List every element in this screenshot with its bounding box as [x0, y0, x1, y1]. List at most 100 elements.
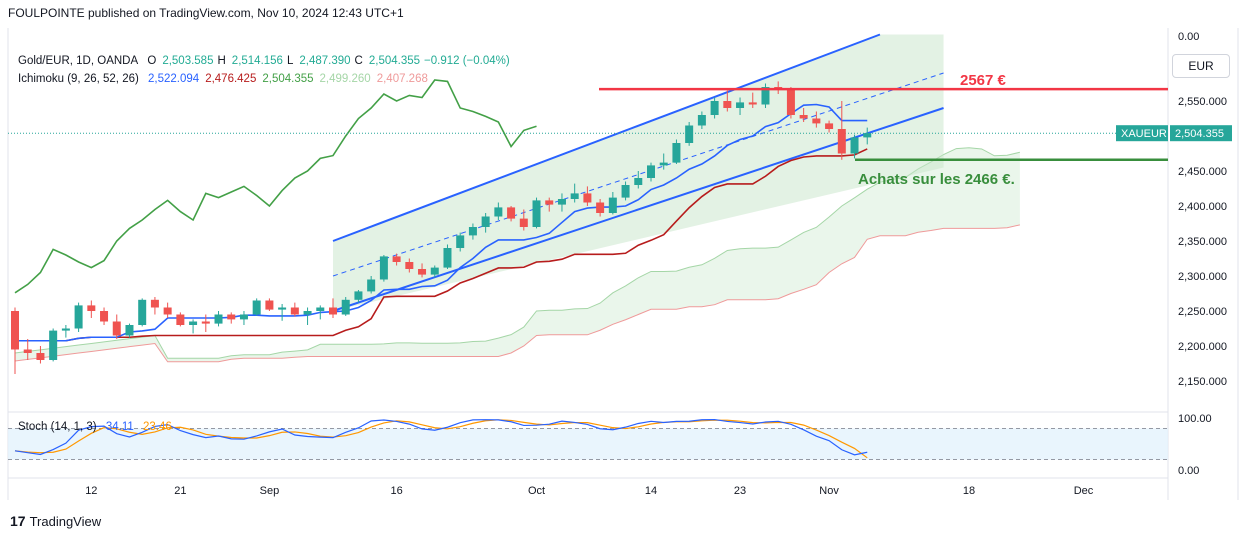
candle [736, 97, 745, 115]
stoch-tick-label: 0.00 [1178, 465, 1199, 477]
candle-body [176, 314, 185, 325]
symbol-name[interactable]: Gold/EUR, 1D, OANDA [18, 55, 139, 67]
candle [545, 197, 554, 212]
tradingview-logo-icon: 17 [10, 513, 26, 529]
candle [74, 302, 83, 332]
time-tick-label: 18 [963, 485, 975, 497]
candle-body [519, 218, 528, 227]
high-label: H [217, 55, 226, 67]
candle [825, 120, 834, 133]
candle-body [36, 353, 45, 360]
candle-body [239, 314, 248, 320]
candle-body [812, 118, 821, 124]
candle [392, 253, 401, 266]
time-tick-label: 21 [174, 485, 186, 497]
candle [36, 346, 45, 364]
price-tick-label: 2,150.000 [1178, 376, 1227, 388]
candle-body [100, 311, 109, 322]
candle [863, 127, 872, 145]
candle [812, 111, 821, 128]
ichimoku-value: 2,504.355 [262, 73, 314, 85]
candle [23, 339, 32, 360]
candle [329, 298, 337, 318]
candle-body [532, 200, 541, 227]
candle [87, 300, 96, 318]
tradingview-logo[interactable]: 17 TradingView [10, 513, 101, 529]
candle-body [430, 267, 439, 275]
price-tick-label: 2,250.000 [1178, 306, 1227, 318]
chikou-line [14, 79, 537, 294]
candle [61, 325, 70, 338]
candle-body [316, 307, 325, 311]
price-tick-label: 2,200.000 [1178, 341, 1227, 353]
price-tick-label: 2,550.000 [1178, 96, 1227, 108]
candle-body [685, 125, 694, 143]
candle-body [837, 129, 846, 154]
candle-body [850, 137, 859, 154]
candle [532, 197, 541, 229]
price-tick-label: 2,300.000 [1178, 271, 1227, 283]
candle [557, 193, 566, 212]
resistance-label: 2567 € [960, 72, 1007, 89]
candle-body [367, 279, 376, 292]
candle [659, 153, 668, 170]
candle-body [74, 305, 83, 329]
candle-body [278, 307, 287, 310]
candle [685, 122, 694, 146]
ichimoku-name[interactable]: Ichimoku (9, 26, 52, 26) [18, 73, 139, 85]
candle [290, 302, 299, 317]
candle [125, 323, 134, 338]
stoch-d-value: 23.46 [142, 421, 172, 433]
time-tick-label: Sep [260, 485, 280, 497]
candle [494, 202, 503, 220]
candle [405, 258, 414, 273]
stoch-name[interactable]: Stoch (14, 1, 3) [18, 421, 97, 433]
candle [621, 181, 630, 201]
candle-body [341, 299, 350, 315]
candle [519, 209, 528, 231]
price-tag-value: 2,504.355 [1175, 128, 1224, 140]
support-label: Achats sur les 2466 €. [858, 171, 1015, 188]
candle-body [11, 311, 19, 350]
candle [379, 255, 388, 282]
stoch-k-line [14, 418, 868, 456]
candle [647, 162, 655, 182]
candle-body [87, 305, 96, 311]
time-tick-label: 12 [85, 485, 97, 497]
candle [239, 311, 248, 325]
channel-upper-line [332, 33, 881, 242]
candle [176, 312, 185, 327]
publisher-header: FOULPOINTE published on TradingView.com,… [8, 6, 404, 20]
candle-body [710, 101, 719, 115]
ichimoku-value: 2,499.260 [319, 73, 371, 85]
candle [214, 311, 223, 327]
ichimoku-legend: Ichimoku (9, 26, 52, 26) 2,522.094 2,476.… [18, 73, 440, 85]
candle-body [557, 199, 566, 205]
candle [850, 134, 859, 159]
symbol-legend: Gold/EUR, 1D, OANDA O 2,503.585 H 2,514.156… [18, 55, 522, 67]
candle-body [138, 299, 147, 325]
candle-body [49, 330, 58, 360]
candle-body [265, 300, 274, 310]
candle-body [379, 256, 388, 280]
candle [418, 263, 427, 278]
candle-body [329, 307, 337, 315]
candle [316, 305, 325, 320]
candle-body [392, 256, 401, 262]
time-tick-label: 23 [734, 485, 746, 497]
candle [227, 312, 236, 324]
candle [761, 83, 770, 108]
candle-body [354, 291, 363, 300]
price-tick-label: 2,350.000 [1178, 236, 1227, 248]
senkou-span-b-line [14, 224, 1020, 363]
ichimoku-value: 2,407.268 [376, 73, 428, 85]
candle-body [405, 262, 414, 269]
candle-body [634, 178, 643, 185]
currency-button[interactable]: EUR [1172, 54, 1230, 78]
candle [596, 199, 605, 217]
candle [837, 101, 846, 160]
low-value: 2,487.390 [299, 55, 351, 67]
candle-body [736, 102, 745, 108]
candle-body [596, 202, 605, 213]
